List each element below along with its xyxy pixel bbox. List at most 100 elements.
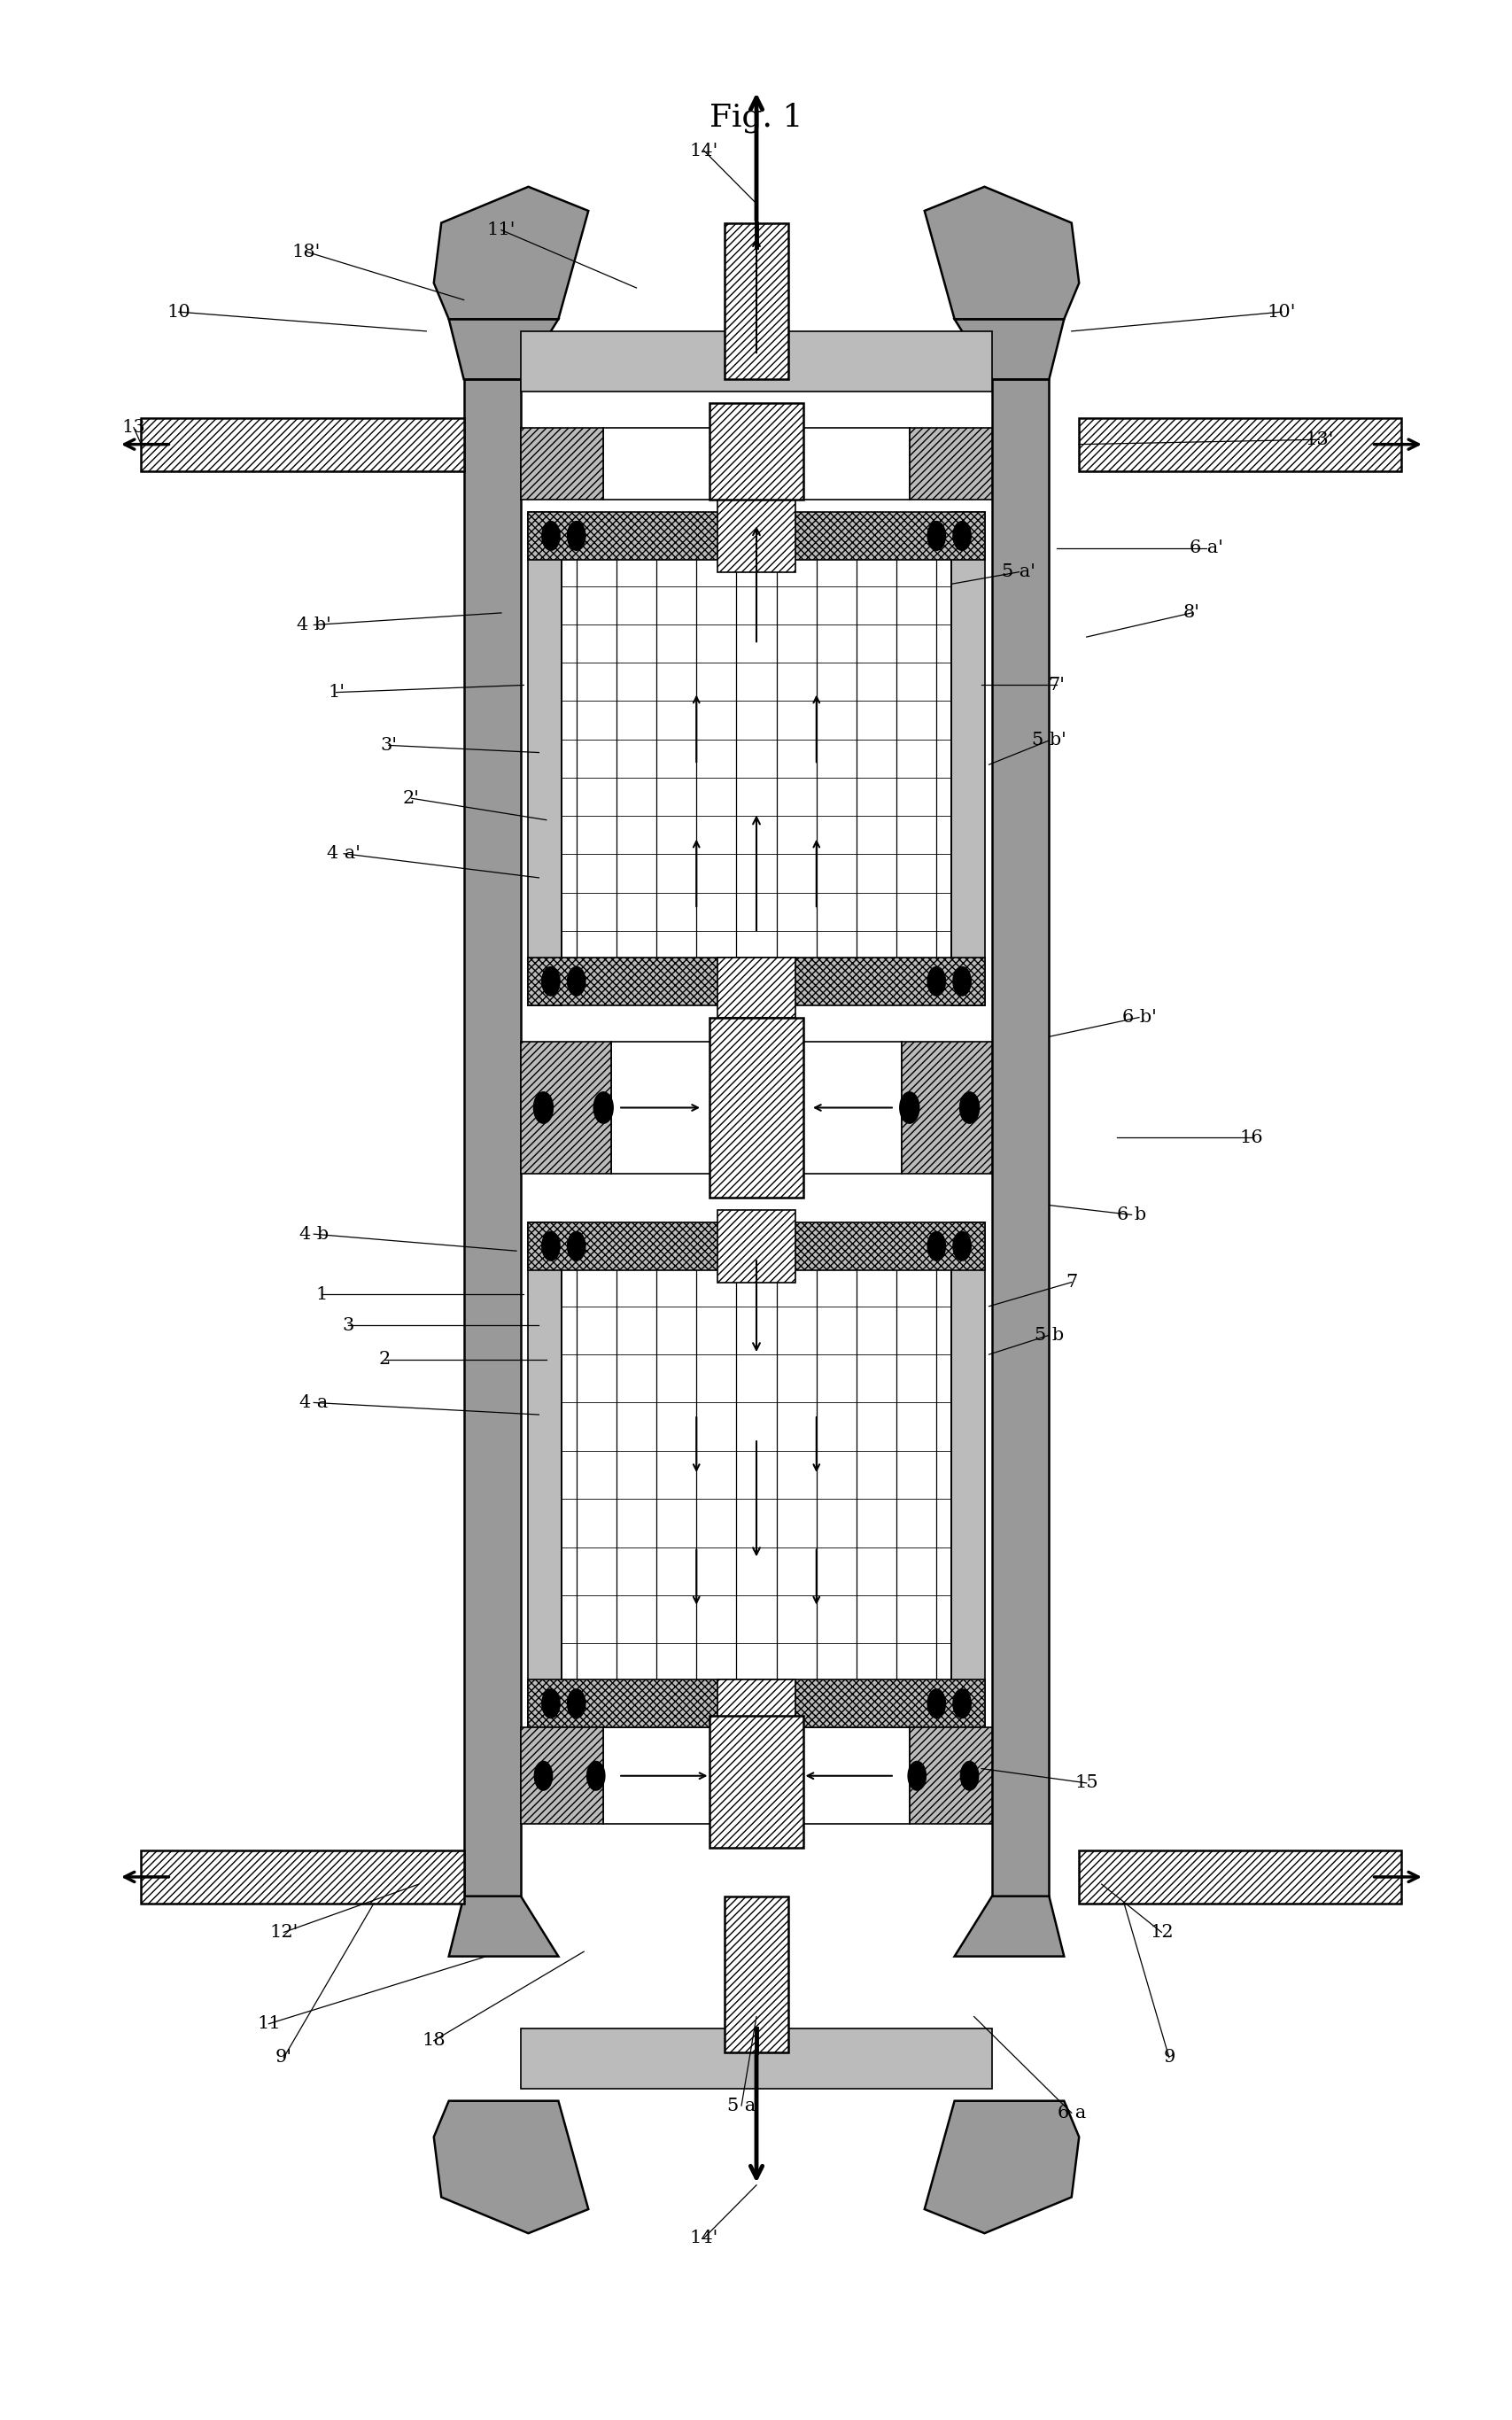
Text: 6 a': 6 a' <box>1188 540 1223 557</box>
Text: 2': 2' <box>402 789 419 806</box>
Text: 4 b: 4 b <box>299 1225 328 1241</box>
Polygon shape <box>954 319 1063 380</box>
Bar <box>992 380 1048 1897</box>
Circle shape <box>541 520 559 549</box>
Bar <box>561 547 951 970</box>
Polygon shape <box>434 2101 588 2234</box>
Bar <box>520 1041 611 1174</box>
Bar <box>1078 419 1402 472</box>
Circle shape <box>593 1091 612 1123</box>
Bar <box>528 958 984 1004</box>
Circle shape <box>927 968 945 995</box>
Bar <box>528 511 561 1004</box>
Text: 6 b: 6 b <box>1116 1208 1146 1222</box>
Text: 12': 12' <box>269 1924 298 1941</box>
Text: 5 a: 5 a <box>727 2098 756 2115</box>
Bar <box>611 1041 901 1174</box>
Bar <box>901 1041 992 1174</box>
Text: 4 b': 4 b' <box>296 617 331 634</box>
Text: 7: 7 <box>1064 1273 1077 1290</box>
Circle shape <box>567 1689 585 1718</box>
Text: 10': 10' <box>1267 302 1296 319</box>
Bar <box>951 511 984 1004</box>
Circle shape <box>959 1091 978 1123</box>
Text: 14': 14' <box>689 143 718 160</box>
Text: 6 a: 6 a <box>1057 2105 1086 2122</box>
Bar <box>717 1679 795 1740</box>
Polygon shape <box>924 2101 1078 2234</box>
Bar <box>520 380 992 1897</box>
Bar <box>724 223 788 380</box>
Circle shape <box>927 1232 945 1261</box>
Polygon shape <box>434 186 588 319</box>
Bar <box>1078 1851 1402 1905</box>
Text: 11: 11 <box>257 2016 280 2033</box>
Bar <box>528 1679 984 1728</box>
Circle shape <box>567 520 585 549</box>
Polygon shape <box>954 1897 1063 1955</box>
Circle shape <box>953 520 971 549</box>
Bar <box>520 1728 603 1825</box>
Text: 13': 13' <box>1303 431 1332 448</box>
Bar <box>603 428 909 499</box>
Circle shape <box>927 520 945 549</box>
Bar <box>951 1222 984 1728</box>
Bar <box>909 428 992 499</box>
Text: 4 a: 4 a <box>299 1394 328 1411</box>
Bar <box>528 511 984 559</box>
Text: 3: 3 <box>342 1316 354 1333</box>
Text: 12: 12 <box>1149 1924 1173 1941</box>
Bar <box>520 2028 992 2088</box>
Bar <box>603 1728 909 1825</box>
Circle shape <box>900 1091 919 1123</box>
Circle shape <box>541 1689 559 1718</box>
Polygon shape <box>449 1897 558 1955</box>
Bar <box>520 428 603 499</box>
Bar <box>520 332 992 392</box>
Text: 11': 11' <box>487 223 516 240</box>
Circle shape <box>587 1762 605 1791</box>
Circle shape <box>953 1232 971 1261</box>
Text: 16: 16 <box>1240 1130 1263 1147</box>
Text: 14': 14' <box>689 2229 718 2246</box>
Bar <box>909 1728 992 1825</box>
Text: 6 b': 6 b' <box>1122 1009 1155 1026</box>
Bar <box>561 1258 951 1692</box>
Bar <box>528 1222 561 1728</box>
Circle shape <box>953 1689 971 1718</box>
Text: 2: 2 <box>378 1350 390 1367</box>
Text: 10: 10 <box>166 302 191 319</box>
Bar <box>717 958 795 1016</box>
Text: 1: 1 <box>314 1285 327 1302</box>
Text: 4 a': 4 a' <box>327 845 360 862</box>
Bar <box>724 1897 788 2052</box>
Polygon shape <box>924 186 1078 319</box>
Circle shape <box>541 968 559 995</box>
Circle shape <box>534 1091 553 1123</box>
Text: 5 b: 5 b <box>1034 1326 1063 1343</box>
Bar <box>528 1222 984 1271</box>
Text: Fig. 1: Fig. 1 <box>709 102 803 133</box>
Text: 3': 3' <box>380 738 398 753</box>
Bar <box>709 1716 803 1849</box>
Circle shape <box>960 1762 978 1791</box>
Bar <box>141 1851 464 1905</box>
Text: 8': 8' <box>1182 605 1199 622</box>
Circle shape <box>534 1762 552 1791</box>
Text: 5 b': 5 b' <box>1031 733 1066 748</box>
Text: 1': 1' <box>328 685 345 702</box>
Bar <box>464 380 520 1897</box>
Text: 18': 18' <box>292 244 321 261</box>
Circle shape <box>567 1232 585 1261</box>
Circle shape <box>907 1762 925 1791</box>
Polygon shape <box>449 319 558 380</box>
Text: 9': 9' <box>275 2050 292 2067</box>
Circle shape <box>953 968 971 995</box>
Bar <box>717 499 795 571</box>
Text: 9: 9 <box>1163 2050 1175 2067</box>
Circle shape <box>541 1232 559 1261</box>
Circle shape <box>567 968 585 995</box>
Text: 13: 13 <box>122 419 145 436</box>
Text: 18: 18 <box>422 2033 446 2050</box>
Text: 15: 15 <box>1074 1774 1098 1791</box>
